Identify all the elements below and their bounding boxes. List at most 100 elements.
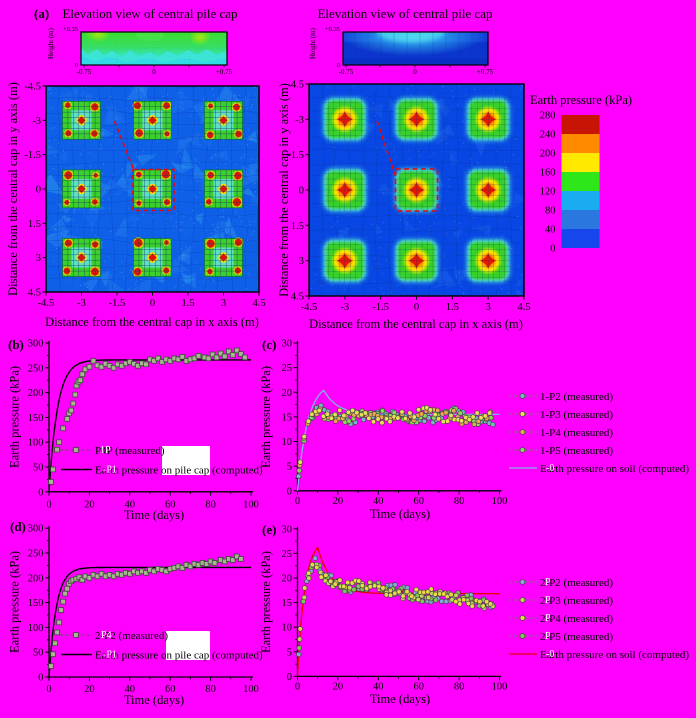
svg-text:-4.5: -4.5	[24, 82, 41, 93]
svg-text:5: 5	[287, 462, 292, 473]
svg-text:-P1: -P1	[103, 650, 117, 661]
svg-text:-4.5: -4.5	[38, 298, 55, 309]
svg-text:200: 200	[540, 149, 556, 160]
svg-text:Earth pressure (kPa): Earth pressure (kPa)	[259, 366, 273, 468]
svg-text:2-P2 (measured): 2-P2 (measured)	[540, 577, 613, 589]
svg-text:60: 60	[165, 499, 176, 510]
svg-text:0: 0	[295, 681, 300, 692]
svg-text:-0.75: -0.75	[77, 68, 92, 76]
svg-text:-0.75: -0.75	[339, 68, 354, 76]
svg-text:25: 25	[282, 549, 293, 560]
svg-text:Earth pressure (kPa): Earth pressure (kPa)	[530, 93, 632, 107]
svg-text:100: 100	[28, 438, 44, 449]
svg-text:3: 3	[299, 256, 304, 267]
svg-text:1-P5 (measured): 1-P5 (measured)	[540, 445, 613, 457]
svg-text:2-P3 (measured): 2-P3 (measured)	[540, 595, 613, 607]
svg-text:25: 25	[282, 363, 293, 374]
svg-text:250: 250	[28, 363, 44, 374]
svg-text:10: 10	[282, 623, 293, 634]
svg-text:0: 0	[337, 62, 340, 69]
svg-text:40: 40	[125, 684, 136, 695]
svg-text:3: 3	[486, 302, 491, 313]
svg-text:0: 0	[38, 673, 43, 684]
svg-text:15: 15	[282, 412, 293, 423]
svg-text:20: 20	[282, 574, 293, 585]
svg-text:Earth pressure on soil (comput: Earth pressure on soil (computed)	[540, 463, 689, 475]
svg-text:60: 60	[413, 496, 424, 507]
svg-text:15: 15	[282, 598, 293, 609]
svg-text:Earth pressure on pile cap (co: Earth pressure on pile cap (computed)	[95, 650, 263, 662]
svg-text:300: 300	[28, 524, 44, 535]
svg-text:100: 100	[243, 684, 259, 695]
svg-text:4.5: 4.5	[252, 298, 265, 309]
svg-text:-1.5: -1.5	[372, 302, 389, 313]
svg-text:Elevation view of central pile: Elevation view of central pile cap	[317, 6, 492, 21]
svg-text:0: 0	[46, 684, 51, 695]
svg-text:50: 50	[33, 463, 44, 474]
svg-text:Time (days): Time (days)	[370, 507, 430, 521]
svg-text:P: P	[545, 577, 551, 588]
svg-text:20: 20	[333, 496, 344, 507]
svg-text:100: 100	[28, 623, 44, 634]
svg-text:160: 160	[540, 168, 556, 179]
svg-text:0: 0	[295, 496, 300, 507]
svg-text:Distance from the central cap: Distance from the central cap in y axis …	[277, 83, 291, 297]
svg-text:4.5: 4.5	[291, 292, 304, 303]
svg-text:+0.75: +0.75	[477, 68, 494, 76]
svg-text:40: 40	[125, 499, 136, 510]
svg-text:40: 40	[373, 496, 384, 507]
svg-text:240: 240	[540, 130, 556, 141]
svg-text:0: 0	[287, 486, 292, 497]
svg-text:4.5: 4.5	[28, 288, 41, 299]
svg-text:0: 0	[413, 68, 417, 76]
svg-text:30: 30	[282, 524, 293, 535]
svg-text:Height (m): Height (m)	[47, 27, 55, 59]
svg-text:0: 0	[550, 244, 555, 255]
svg-text:1.5: 1.5	[446, 302, 459, 313]
svg-text:Earth pressure (kPa): Earth pressure (kPa)	[8, 366, 22, 468]
svg-text:40: 40	[545, 225, 556, 236]
svg-text:0: 0	[287, 672, 292, 683]
svg-text:0: 0	[414, 302, 419, 313]
svg-text:Earth pressure on soil (comput: Earth pressure on soil (computed)	[540, 649, 689, 661]
svg-text:Time (days): Time (days)	[370, 692, 430, 706]
svg-text:2-P2 (measured): 2-P2 (measured)	[95, 630, 168, 642]
svg-text:0: 0	[46, 499, 51, 510]
svg-text:1.5: 1.5	[181, 298, 194, 309]
svg-text:Earth pressure on pile cap (co: Earth pressure on pile cap (computed)	[95, 465, 263, 477]
svg-text:280: 280	[540, 111, 556, 122]
svg-text:200: 200	[28, 573, 44, 584]
svg-text:120: 120	[540, 187, 556, 198]
svg-text:5: 5	[287, 647, 292, 658]
svg-text:Distance from the central cap: Distance from the central cap in y axis …	[6, 82, 20, 296]
svg-text:-3: -3	[32, 116, 41, 127]
svg-text:P: P	[545, 595, 551, 606]
svg-text:2-P4 (measured): 2-P4 (measured)	[540, 613, 613, 625]
svg-text:-1.5: -1.5	[24, 150, 41, 161]
svg-text:60: 60	[165, 684, 176, 695]
svg-text:80: 80	[545, 206, 556, 217]
svg-text:-3: -3	[340, 302, 349, 313]
svg-text:4.5: 4.5	[517, 302, 530, 313]
svg-text:2-P5 (measured): 2-P5 (measured)	[540, 631, 613, 643]
svg-text:(e): (e)	[262, 522, 276, 537]
svg-text:1-P2 (measured): 1-P2 (measured)	[540, 391, 613, 403]
svg-text:20: 20	[333, 681, 344, 692]
svg-text:200: 200	[28, 388, 44, 399]
svg-text:80: 80	[205, 499, 216, 510]
svg-text:-P1: -P1	[103, 465, 117, 476]
svg-text:+0.75: +0.75	[216, 68, 233, 76]
svg-text:Earth pressure (kPa): Earth pressure (kPa)	[8, 551, 22, 653]
svg-text:100: 100	[243, 499, 259, 510]
svg-text:-4.5: -4.5	[301, 302, 318, 313]
svg-text:3: 3	[221, 298, 226, 309]
svg-text:10: 10	[282, 437, 293, 448]
svg-text:1.5: 1.5	[28, 219, 41, 230]
svg-text:P4: P4	[101, 630, 112, 641]
svg-text:20: 20	[84, 499, 95, 510]
svg-text:0: 0	[150, 298, 155, 309]
svg-text:-1.5: -1.5	[109, 298, 126, 309]
svg-text:300: 300	[28, 339, 44, 350]
svg-text:20: 20	[84, 684, 95, 695]
svg-text:60: 60	[413, 681, 424, 692]
